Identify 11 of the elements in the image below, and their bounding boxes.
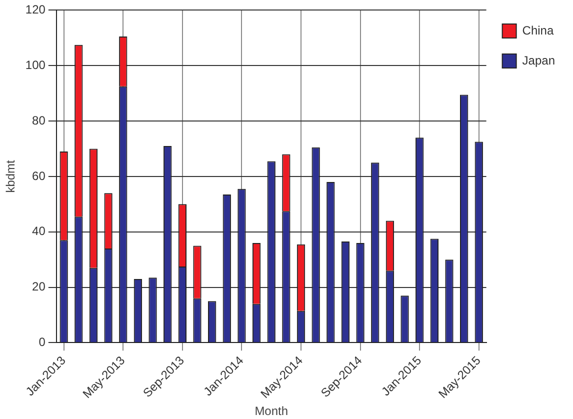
y-tick-label: 120 — [25, 2, 46, 17]
x-axis-title: Month — [254, 404, 288, 418]
legend-label: China — [522, 23, 554, 38]
y-tick-label: 0 — [38, 335, 46, 349]
y-tick-label: 100 — [25, 58, 46, 72]
y-tick-label: 20 — [32, 280, 46, 294]
y-tick-label: 80 — [32, 113, 46, 128]
legend-label: Japan — [522, 53, 556, 68]
y-tick-label: 60 — [32, 168, 46, 183]
y-tick-label: 40 — [32, 224, 46, 238]
y-axis-title: kbdmt — [4, 159, 18, 193]
